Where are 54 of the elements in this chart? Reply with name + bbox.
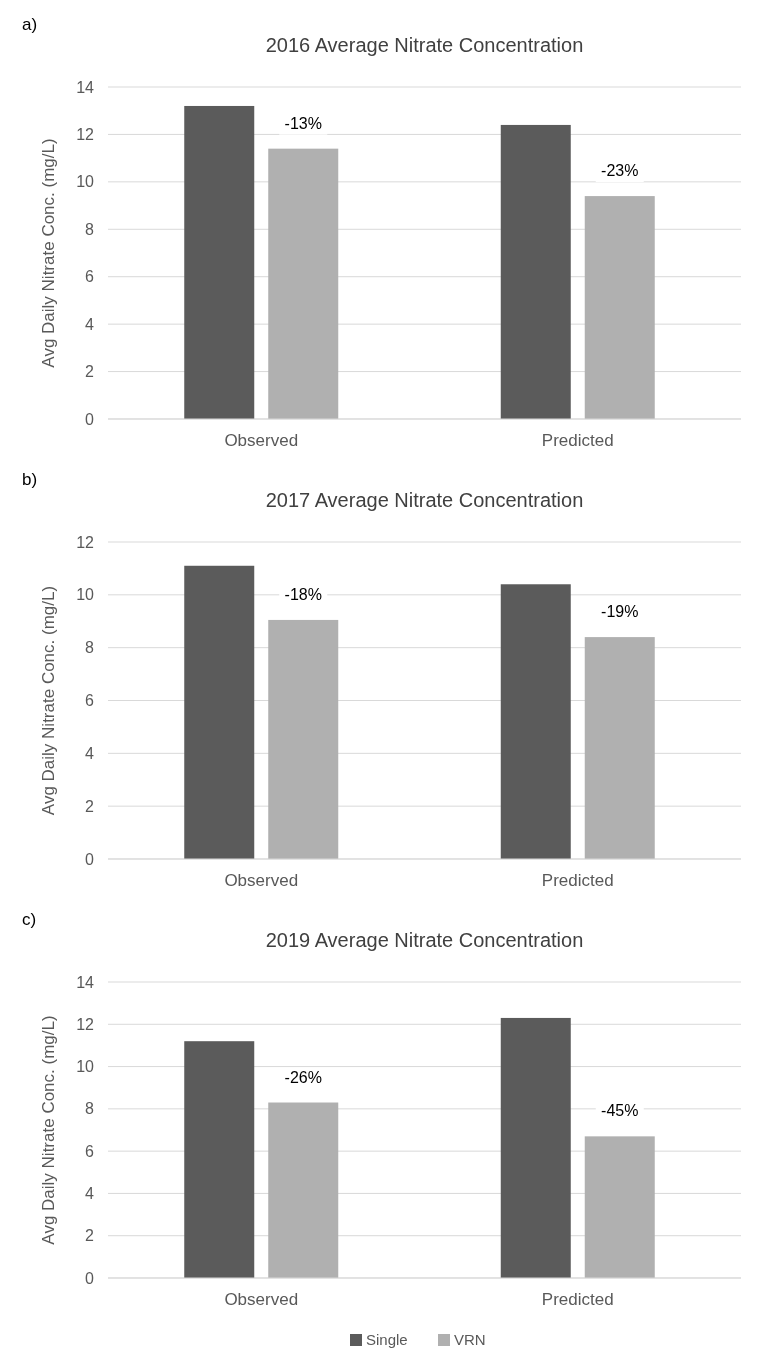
bar xyxy=(584,1136,655,1278)
y-tick-label: 6 xyxy=(85,1142,95,1160)
x-tick-label: Observed xyxy=(224,871,299,890)
y-tick-label: 8 xyxy=(85,639,95,657)
bar xyxy=(584,637,655,859)
y-tick-label: 4 xyxy=(85,315,95,333)
bar xyxy=(500,1017,571,1278)
bar xyxy=(184,565,255,859)
chart-title: 2017 Average Nitrate Concentration xyxy=(265,489,584,511)
legend-label: Single xyxy=(366,1331,408,1348)
x-tick-label: Predicted xyxy=(541,871,614,890)
y-tick-label: 0 xyxy=(85,410,95,428)
x-tick-label: Predicted xyxy=(541,431,614,450)
annotation: -23% xyxy=(601,162,639,180)
bar xyxy=(500,584,571,859)
y-tick-label: 10 xyxy=(76,1058,95,1076)
annotation: -18% xyxy=(284,585,322,603)
y-axis-title: Avg Daily Nitrate Conc. (mg/L) xyxy=(39,138,58,368)
y-tick-label: 2 xyxy=(85,1227,95,1245)
y-tick-label: 8 xyxy=(85,1100,95,1118)
y-axis-title: Avg Daily Nitrate Conc. (mg/L) xyxy=(39,1015,58,1245)
x-tick-label: Predicted xyxy=(541,1290,614,1309)
annotation: -45% xyxy=(601,1102,639,1120)
text: b) xyxy=(22,470,38,489)
y-tick-label: 10 xyxy=(76,586,95,604)
text: a) xyxy=(22,15,38,34)
y-tick-label: 12 xyxy=(76,126,95,144)
bar xyxy=(268,1102,339,1278)
y-tick-label: 14 xyxy=(76,973,95,991)
x-tick-label: Observed xyxy=(224,431,299,450)
y-tick-label: 0 xyxy=(85,1269,95,1287)
y-tick-label: 12 xyxy=(76,533,95,551)
y-tick-label: 0 xyxy=(85,850,95,868)
annotation: -26% xyxy=(284,1068,322,1086)
y-tick-label: 8 xyxy=(85,220,95,238)
bar xyxy=(184,1041,255,1278)
y-tick-label: 6 xyxy=(85,268,95,286)
bar xyxy=(268,619,339,859)
annotation: -19% xyxy=(601,603,639,621)
chart-title: 2016 Average Nitrate Concentration xyxy=(265,34,584,56)
y-tick-label: 6 xyxy=(85,692,95,710)
y-tick-label: 4 xyxy=(85,1185,95,1203)
y-tick-label: 2 xyxy=(85,797,95,815)
x-tick-label: Observed xyxy=(224,1290,299,1309)
y-tick-label: 14 xyxy=(76,78,95,96)
y-tick-label: 2 xyxy=(85,363,95,381)
annotation: -13% xyxy=(284,114,322,132)
y-tick-label: 10 xyxy=(76,173,95,191)
y-axis-title: Avg Daily Nitrate Conc. (mg/L) xyxy=(39,585,58,816)
y-tick-label: 12 xyxy=(76,1015,95,1033)
text: c) xyxy=(22,910,37,929)
chart-title: 2019 Average Nitrate Concentration xyxy=(265,929,584,951)
legend-label: VRN xyxy=(454,1331,486,1348)
y-tick-label: 4 xyxy=(85,744,95,762)
